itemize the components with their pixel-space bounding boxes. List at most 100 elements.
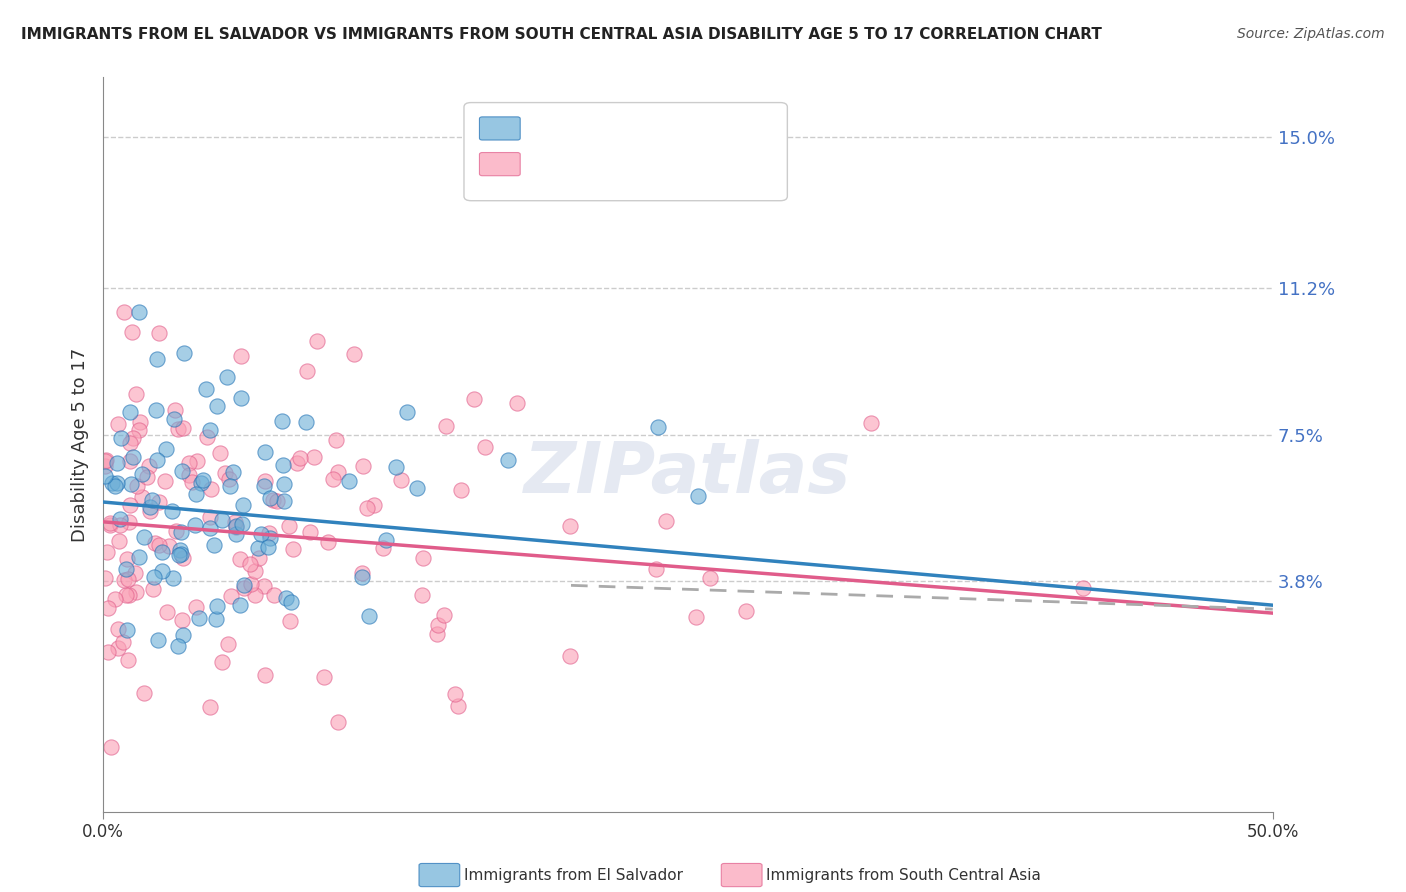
- Point: [165, 403, 187, 417]
- Point: [146, 452, 169, 467]
- Point: [132, 530, 155, 544]
- Point: [170, 547, 193, 561]
- Point: [120, 476, 142, 491]
- Point: [103, 591, 125, 606]
- Point: [156, 605, 179, 619]
- Point: [374, 533, 396, 548]
- Point: [273, 493, 295, 508]
- Point: [496, 452, 519, 467]
- Point: [96, 544, 118, 558]
- Point: [343, 347, 366, 361]
- Point: [190, 476, 212, 491]
- Point: [107, 640, 129, 655]
- Point: [207, 599, 229, 613]
- Point: [253, 668, 276, 682]
- Point: [118, 588, 141, 602]
- Point: [169, 543, 191, 558]
- Point: [167, 422, 190, 436]
- Text: N = 130: N = 130: [661, 156, 728, 170]
- Point: [150, 564, 173, 578]
- Point: [253, 474, 276, 488]
- Point: [253, 579, 276, 593]
- Point: [97, 601, 120, 615]
- Point: [138, 459, 160, 474]
- Point: [131, 467, 153, 481]
- Point: [247, 551, 270, 566]
- Point: [257, 525, 280, 540]
- Point: [225, 526, 247, 541]
- Point: [734, 605, 756, 619]
- Point: [288, 451, 311, 466]
- Point: [200, 700, 222, 714]
- Point: [195, 382, 218, 396]
- Point: [94, 454, 117, 468]
- Point: [94, 469, 117, 483]
- Point: [145, 403, 167, 417]
- Point: [148, 495, 170, 509]
- Point: [560, 649, 582, 664]
- Point: [177, 456, 200, 470]
- Point: [231, 349, 253, 363]
- Point: [124, 566, 146, 581]
- Point: [202, 538, 225, 552]
- Point: [96, 452, 118, 467]
- Point: [232, 582, 254, 596]
- Point: [163, 411, 186, 425]
- Point: [139, 500, 162, 515]
- Point: [229, 392, 252, 406]
- Point: [128, 423, 150, 437]
- Point: [145, 352, 167, 367]
- Point: [412, 551, 434, 566]
- Point: [254, 444, 277, 458]
- Point: [118, 515, 141, 529]
- Point: [100, 740, 122, 755]
- Point: [120, 405, 142, 419]
- Point: [112, 304, 135, 318]
- Point: [128, 305, 150, 319]
- Point: [225, 520, 247, 534]
- Point: [322, 472, 344, 486]
- Point: [356, 500, 378, 515]
- Point: [263, 588, 285, 602]
- Point: [357, 609, 380, 624]
- Point: [98, 516, 121, 530]
- Point: [167, 639, 190, 653]
- Point: [142, 582, 165, 597]
- Point: [181, 475, 204, 490]
- Point: [253, 479, 276, 493]
- Point: [146, 633, 169, 648]
- Point: [699, 571, 721, 585]
- Point: [155, 474, 177, 488]
- Point: [115, 552, 138, 566]
- Point: [243, 587, 266, 601]
- Point: [205, 399, 228, 413]
- Text: ZIPatlas: ZIPatlas: [524, 440, 852, 508]
- Point: [173, 345, 195, 359]
- Point: [266, 493, 288, 508]
- Point: [139, 504, 162, 518]
- Point: [148, 326, 170, 340]
- Point: [198, 423, 221, 437]
- Point: [107, 417, 129, 432]
- Point: [187, 610, 209, 624]
- Point: [463, 392, 485, 406]
- Point: [94, 458, 117, 473]
- Point: [312, 670, 335, 684]
- Point: [128, 550, 150, 565]
- Point: [94, 571, 117, 585]
- Point: [506, 395, 529, 409]
- Y-axis label: Disability Age 5 to 17: Disability Age 5 to 17: [72, 347, 89, 541]
- Point: [259, 491, 281, 505]
- Point: [231, 517, 253, 532]
- Point: [294, 416, 316, 430]
- Point: [118, 436, 141, 450]
- Point: [167, 548, 190, 562]
- Point: [277, 519, 299, 533]
- Point: [107, 623, 129, 637]
- Point: [128, 415, 150, 429]
- Point: [135, 470, 157, 484]
- Point: [107, 534, 129, 549]
- Point: [271, 458, 294, 472]
- Point: [155, 442, 177, 456]
- Text: IMMIGRANTS FROM EL SALVADOR VS IMMIGRANTS FROM SOUTH CENTRAL ASIA DISABILITY AGE: IMMIGRANTS FROM EL SALVADOR VS IMMIGRANT…: [21, 27, 1102, 42]
